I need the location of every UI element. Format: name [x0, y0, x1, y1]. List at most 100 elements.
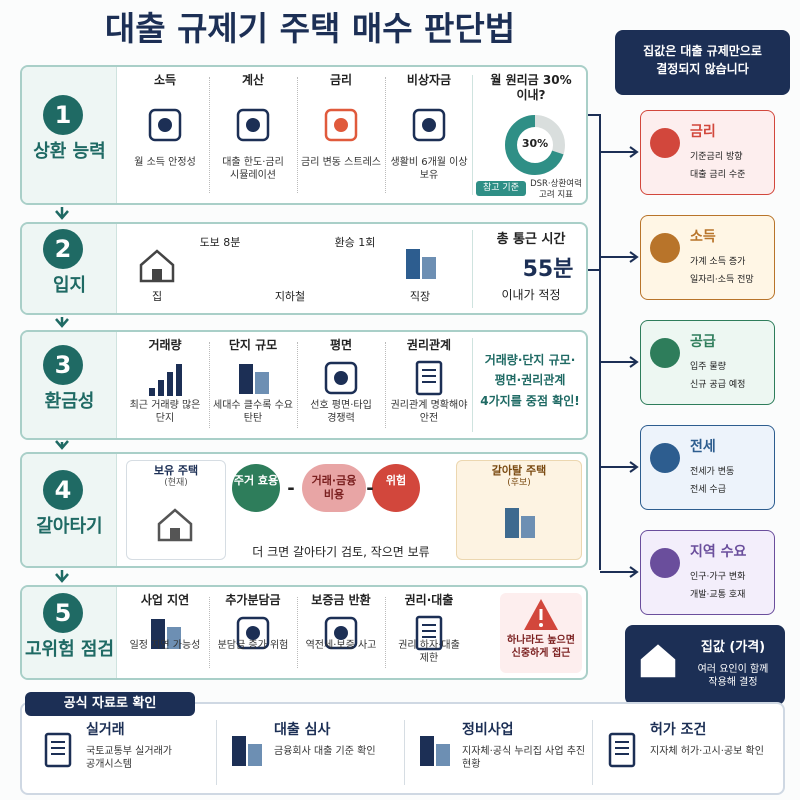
step-arrow: [55, 440, 69, 450]
page-title: 대출 규제기 주택 매수 판단법: [104, 9, 516, 48]
current-tag: (현재): [164, 478, 188, 488]
icon: [406, 249, 436, 279]
operator: -: [366, 478, 374, 499]
source-title: 실거래: [86, 722, 125, 738]
icon-mark: [539, 623, 543, 627]
formula-term: 위험: [372, 464, 420, 512]
icon-building: [420, 736, 434, 766]
walk-time: 도보 8분: [199, 236, 241, 249]
divider: [472, 338, 473, 432]
icon-house: [640, 644, 676, 678]
icon: [608, 732, 636, 768]
icon: [324, 616, 358, 650]
item-title: 소득: [153, 73, 177, 87]
step-label-panel: [22, 67, 117, 203]
factor-title: 지역 수요: [690, 544, 747, 560]
source-title: 허가 조건: [650, 722, 707, 738]
factor-icon: [650, 443, 680, 473]
icon-bar: [167, 372, 173, 396]
current-title: 보유 주택: [153, 464, 199, 477]
sources-title: 공식 자료로 확인: [25, 692, 195, 717]
switch-rule: 더 크면 갈아타기 검토, 작으면 보류: [252, 545, 430, 559]
commute-time: 55분: [522, 257, 574, 282]
icon: [44, 732, 72, 768]
factor-title: 전세: [690, 439, 716, 455]
icon-building: [505, 508, 519, 538]
icon-doc: [608, 732, 636, 768]
divider: [297, 597, 298, 668]
formula-term: 주거 효용: [232, 464, 280, 512]
item-title: 보증금 반환: [311, 593, 371, 607]
icon: [236, 108, 270, 142]
item-desc: 금리 변동 스트레스: [301, 157, 381, 168]
icon-building: [232, 736, 246, 766]
item-title: 권리관계: [406, 338, 452, 352]
item-desc: 월 소득 안정성: [134, 157, 196, 168]
candidate-title: 갈아탈 주택: [491, 464, 547, 477]
result-title: 집값 (가격): [700, 640, 766, 655]
divider: [385, 77, 386, 193]
step-label: 환금성: [44, 391, 95, 412]
icon-building: [167, 627, 181, 649]
factor-arrow: [600, 566, 639, 578]
factor-title: 금리: [690, 124, 716, 140]
icon-dot: [334, 371, 348, 385]
icon: [139, 249, 175, 283]
factor-point: 인구·가구 변화: [690, 572, 746, 582]
step-arrow: [55, 317, 69, 328]
commute-note: 이내가 적정: [501, 288, 561, 302]
factor-icon: [650, 128, 680, 158]
factors-header: 집값은 대출 규제만으로 결정되지 않습니다: [643, 44, 762, 76]
warning-text: 하나라도 높으면 신중하게 접근: [507, 635, 575, 659]
icon-doc: [415, 360, 443, 396]
icon-bar: [176, 364, 182, 396]
candidate-tag: (후보): [507, 478, 531, 488]
divider: [472, 75, 473, 195]
icon: [505, 508, 535, 538]
factor-arrow: [600, 461, 639, 473]
factor-point: 전세 수급: [690, 485, 726, 495]
divider: [209, 342, 210, 428]
icon-building: [239, 364, 253, 394]
sources-box: [20, 702, 785, 795]
item-desc: 세대수 클수록 수요 탄탄: [213, 400, 293, 424]
icon-bar: [158, 380, 164, 396]
dsr-title: 월 원리금 30% 이내?: [490, 73, 572, 102]
icon: [232, 736, 262, 766]
item-desc: 최근 거래량 많은 단지: [129, 400, 201, 424]
factor-arrow: [600, 356, 639, 368]
icon: [420, 736, 450, 766]
divider: [385, 597, 386, 668]
factor-title: 소득: [690, 229, 716, 245]
factors-header-box: [615, 30, 790, 95]
operator: -: [287, 478, 295, 499]
step-arrow: [55, 570, 69, 583]
item-title: 추가분담금: [225, 593, 281, 607]
icon-building: [255, 372, 269, 394]
commute-title: 총 통근 시간: [496, 232, 566, 247]
icon: [236, 616, 270, 650]
source-text: 지자체·공식 누리집 사업 추진 현황: [462, 746, 586, 770]
step-number: 1: [43, 95, 83, 135]
item-title: 권리·대출: [404, 593, 454, 607]
icon-door: [170, 528, 180, 540]
factor-point: 가계 소득 증가: [690, 257, 746, 267]
item-title: 사업 지연: [140, 593, 190, 607]
step-number: 2: [43, 228, 83, 269]
donut-arc: [505, 115, 565, 175]
icon-house: [139, 249, 175, 283]
item-desc: 역전세·보증 사고: [305, 640, 377, 651]
icon-door: [653, 664, 663, 676]
divider: [472, 230, 473, 308]
item-title: 금리: [329, 73, 353, 87]
factor-point: 입주 물량: [690, 362, 726, 372]
icon-dot: [334, 626, 348, 640]
item-title: 거래량: [148, 338, 182, 352]
icon: [412, 108, 446, 142]
icon-building: [521, 516, 535, 538]
icon-mark: [539, 609, 543, 620]
item-title: 계산: [241, 73, 265, 87]
factor-icon: [650, 338, 680, 368]
badge: 참고 기준: [476, 181, 526, 197]
